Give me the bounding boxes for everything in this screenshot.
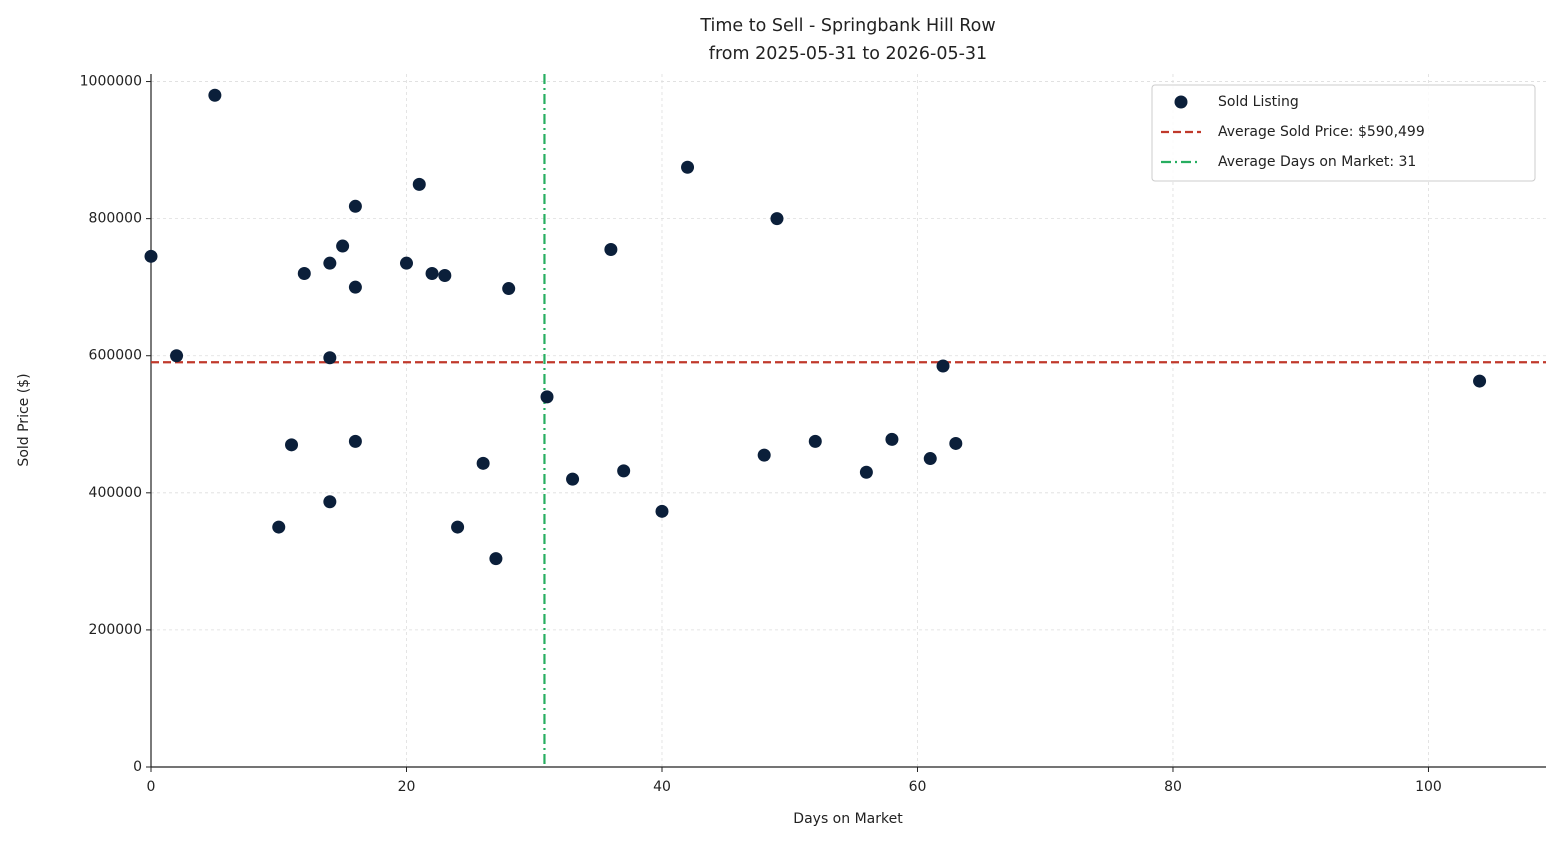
- point: [808, 434, 822, 448]
- y-axis-label: Sold Price ($): [16, 373, 32, 466]
- point: [604, 242, 618, 256]
- point: [144, 249, 158, 263]
- point: [949, 436, 963, 450]
- point: [757, 448, 771, 462]
- point: [566, 472, 580, 486]
- point: [170, 349, 184, 363]
- x-tick-label: 40: [653, 779, 671, 795]
- point: [1473, 374, 1487, 388]
- point: [348, 199, 362, 213]
- point: [451, 520, 465, 534]
- legend-marker: [1174, 95, 1188, 109]
- point: [412, 177, 426, 191]
- point: [323, 256, 337, 270]
- legend-box: [1151, 84, 1536, 182]
- x-tick-label: 80: [1164, 779, 1182, 795]
- point: [272, 520, 286, 534]
- point: [859, 465, 873, 479]
- y-tick-label: 0: [133, 759, 142, 775]
- point: [617, 464, 631, 478]
- point: [655, 504, 669, 518]
- point: [936, 359, 950, 373]
- point: [923, 452, 937, 466]
- point: [681, 160, 695, 174]
- legend-label: Average Sold Price: $590,499: [1218, 124, 1425, 140]
- x-tick-label: 100: [1415, 779, 1442, 795]
- y-tick-label: 400000: [89, 485, 142, 501]
- point: [502, 282, 516, 296]
- legend-label: Average Days on Market: 31: [1218, 154, 1416, 170]
- point: [540, 390, 554, 404]
- chart-title: Time to Sell - Springbank Hill Row: [699, 16, 995, 36]
- legend-label: Sold Listing: [1218, 94, 1299, 110]
- point: [476, 456, 490, 470]
- point: [489, 552, 503, 566]
- y-tick-label: 1000000: [80, 74, 142, 90]
- y-tick-label: 600000: [89, 348, 142, 364]
- x-tick-label: 20: [398, 779, 416, 795]
- x-tick-label: 60: [909, 779, 927, 795]
- chart-subtitle: from 2025-05-31 to 2026-05-31: [709, 44, 987, 64]
- point: [438, 269, 452, 283]
- point: [399, 256, 413, 270]
- point: [336, 239, 350, 253]
- point: [348, 434, 362, 448]
- point: [297, 266, 311, 280]
- point: [323, 351, 337, 365]
- point: [285, 438, 299, 452]
- x-axis-label: Days on Market: [793, 811, 903, 827]
- point: [770, 212, 784, 226]
- point: [425, 266, 439, 280]
- y-tick-label: 800000: [89, 211, 142, 227]
- point: [348, 280, 362, 294]
- point: [885, 432, 899, 446]
- x-tick-label: 0: [147, 779, 156, 795]
- y-tick-label: 200000: [89, 622, 142, 638]
- point: [208, 88, 222, 102]
- point: [323, 495, 337, 509]
